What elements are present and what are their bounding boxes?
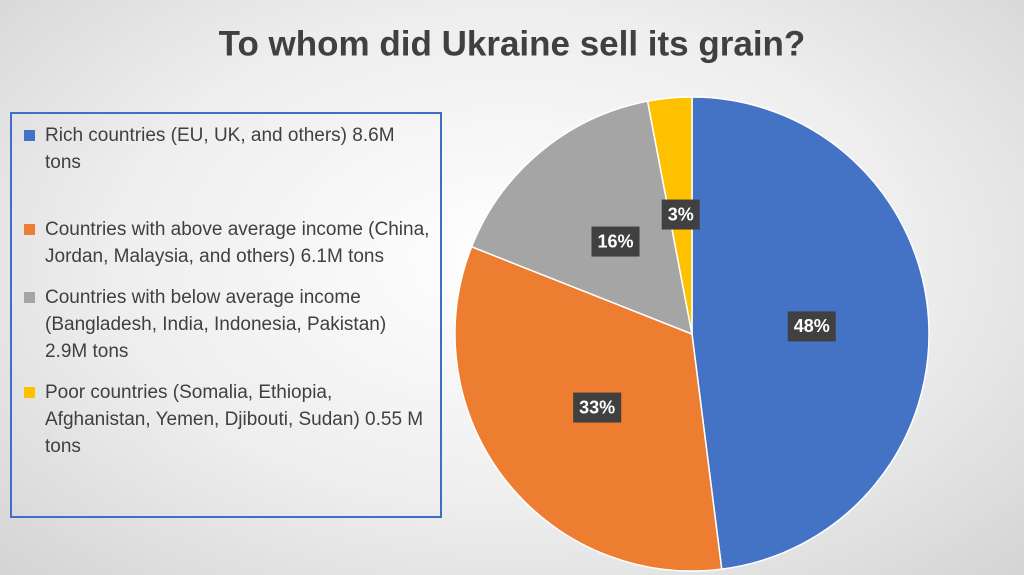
legend-swatch bbox=[24, 292, 35, 303]
data-label-text: 16% bbox=[597, 231, 633, 251]
data-label-box bbox=[591, 226, 640, 257]
legend-text: Countries with below average income (Ban… bbox=[45, 287, 387, 362]
data-label: 48% bbox=[787, 311, 836, 342]
legend: Rich countries (EU, UK, and others) 8.6M… bbox=[10, 112, 442, 518]
legend-item: Rich countries (EU, UK, and others) 8.6M… bbox=[24, 122, 432, 176]
legend-text: Countries with above average income (Chi… bbox=[45, 219, 430, 267]
data-label-text: 33% bbox=[579, 397, 615, 417]
data-label-box bbox=[661, 199, 700, 230]
data-label: 16% bbox=[591, 226, 640, 257]
data-label: 33% bbox=[573, 392, 622, 423]
data-label: 3% bbox=[661, 199, 700, 230]
legend-item: Countries with below average income (Ban… bbox=[24, 284, 432, 365]
data-label-box bbox=[573, 392, 622, 423]
data-label-text: 3% bbox=[668, 204, 694, 224]
data-label-box bbox=[787, 311, 836, 342]
data-label-text: 48% bbox=[794, 316, 830, 336]
legend-item: Countries with above average income (Chi… bbox=[24, 216, 432, 270]
legend-text: Rich countries (EU, UK, and others) 8.6M… bbox=[45, 125, 395, 173]
legend-swatch bbox=[24, 224, 35, 235]
legend-text: Poor countries (Somalia, Ethiopia, Afgha… bbox=[45, 382, 424, 457]
chart-title: To whom did Ukraine sell its grain? bbox=[219, 24, 806, 63]
legend-swatch bbox=[24, 130, 35, 141]
legend-swatch bbox=[24, 387, 35, 398]
legend-item: Poor countries (Somalia, Ethiopia, Afgha… bbox=[24, 379, 432, 460]
pie-slice bbox=[470, 100, 693, 336]
